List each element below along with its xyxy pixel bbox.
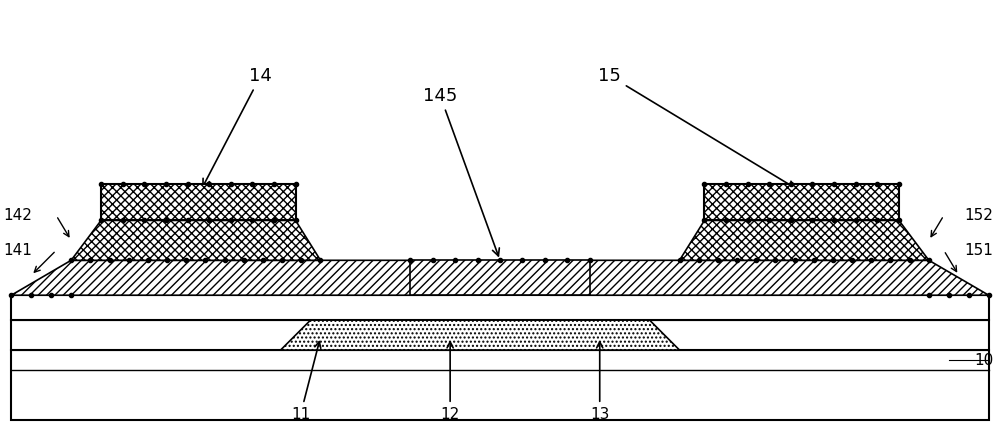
Text: 141: 141 (3, 243, 32, 258)
Text: 10: 10 (974, 353, 994, 368)
Polygon shape (704, 184, 899, 220)
Text: 142: 142 (3, 208, 32, 223)
Polygon shape (101, 184, 296, 220)
Text: 152: 152 (965, 208, 994, 223)
Text: 12: 12 (441, 342, 460, 422)
Text: 145: 145 (423, 87, 499, 256)
Polygon shape (11, 350, 989, 420)
Polygon shape (680, 220, 929, 260)
Polygon shape (281, 320, 680, 350)
Text: 151: 151 (965, 243, 994, 258)
Text: 14: 14 (203, 67, 272, 187)
Polygon shape (410, 260, 590, 295)
Polygon shape (11, 320, 989, 350)
Polygon shape (71, 220, 320, 260)
Polygon shape (550, 260, 989, 295)
Polygon shape (11, 260, 450, 295)
Text: 11: 11 (291, 342, 321, 422)
Polygon shape (11, 295, 989, 320)
Text: 15: 15 (598, 67, 795, 188)
Text: 13: 13 (590, 342, 609, 422)
